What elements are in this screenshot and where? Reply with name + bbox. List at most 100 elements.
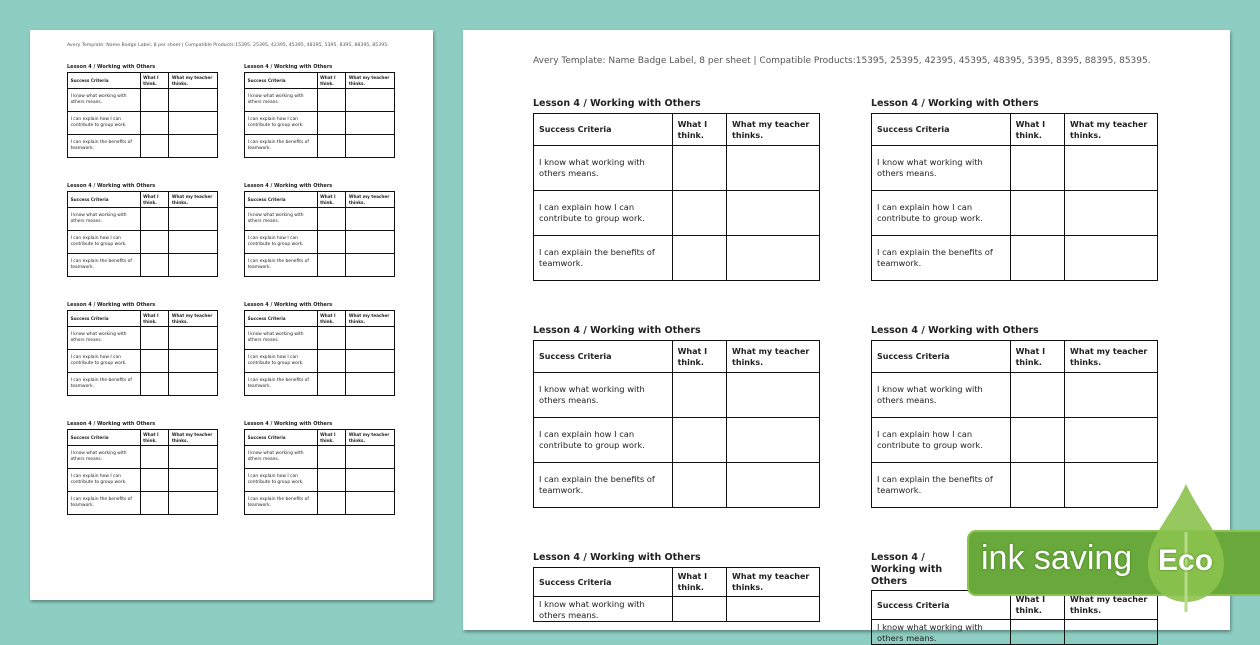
column-header: What I think. xyxy=(316,191,347,208)
criteria-cell: I know what working with others means. xyxy=(871,145,1011,191)
criteria-cell: I can explain the benefits of teamwork. xyxy=(244,253,318,277)
self-assessment-cell xyxy=(139,207,170,231)
table-header-row: Success Criteria What I think. What my tea… xyxy=(67,429,218,446)
column-header: Success Criteria xyxy=(871,113,1011,146)
self-assessment-cell xyxy=(316,134,347,158)
label-title: Lesson 4 / Working with Others xyxy=(67,183,156,189)
column-header: What I think. xyxy=(316,310,347,327)
label-title: Lesson 4 / Working with Others xyxy=(533,552,701,563)
table-row: I know what working with others means. xyxy=(244,207,395,231)
criteria-table: Success Criteria What I think. What my tea… xyxy=(67,191,218,277)
self-assessment-cell xyxy=(1009,619,1066,645)
criteria-cell: I know what working with others means. xyxy=(533,372,673,418)
table-row: I can explain the benefits of teamwork. xyxy=(244,372,395,396)
label-title: Lesson 4 / Working with Others xyxy=(244,302,333,308)
table-header-row: Success Criteria What I think. What my tea… xyxy=(244,310,395,327)
teacher-assessment-cell xyxy=(345,134,395,158)
criteria-cell: I know what working with others means. xyxy=(533,596,673,622)
column-header: Success Criteria xyxy=(871,340,1011,373)
teacher-assessment-cell xyxy=(345,111,395,135)
table-row: I can explain the benefits of teamwork. xyxy=(67,491,218,515)
table-row: I can explain the benefits of teamwork. xyxy=(244,134,395,158)
criteria-cell: I know what working with others means. xyxy=(244,326,318,350)
column-header: What I think. xyxy=(316,72,347,89)
table-header-row: Success Criteria What I think. What my tea… xyxy=(244,72,395,89)
page-thumbnail[interactable]: Avery Template: Name Badge Label, 8 per … xyxy=(30,30,433,600)
table-row: I can explain the benefits of teamwork. xyxy=(871,235,1158,281)
table-row: I know what working with others means. xyxy=(871,619,1158,645)
badge-label: Lesson 4 / Working with Others Success Cr… xyxy=(67,421,218,515)
label-title: Lesson 4 / Working with Others xyxy=(533,98,701,109)
badge-label: Lesson 4 / Working with Others Success Cr… xyxy=(244,183,395,277)
teacher-assessment-cell xyxy=(726,235,820,281)
criteria-cell: I can explain the benefits of teamwork. xyxy=(533,462,673,508)
column-header: Success Criteria xyxy=(244,191,318,208)
badge-label: Lesson 4 / Working with Others Success Cr… xyxy=(871,325,1158,508)
column-header: What my teacher thinks. xyxy=(168,191,218,208)
self-assessment-cell xyxy=(316,468,347,492)
label-title: Lesson 4 / Working with Others xyxy=(871,98,1039,109)
criteria-cell: I can explain the benefits of teamwork. xyxy=(67,253,141,277)
self-assessment-cell xyxy=(139,253,170,277)
criteria-cell: I know what working with others means. xyxy=(871,619,1011,645)
table-row: I can explain how I can contribute to gr… xyxy=(244,111,395,135)
criteria-cell: I know what working with others means. xyxy=(67,88,141,112)
badge-label: Lesson 4 / Working with Others Success Cr… xyxy=(533,552,820,622)
criteria-cell: I know what working with others means. xyxy=(533,145,673,191)
teacher-assessment-cell xyxy=(726,145,820,191)
criteria-table: Success Criteria What I think. What my tea… xyxy=(244,72,395,158)
teacher-assessment-cell xyxy=(345,349,395,373)
badge-label: Lesson 4 / Working with Others Success Cr… xyxy=(871,98,1158,281)
column-header: What I think. xyxy=(671,340,728,373)
template-header: Avery Template: Name Badge Label, 8 per … xyxy=(533,56,1151,66)
criteria-cell: I can explain how I can contribute to gr… xyxy=(244,468,318,492)
teacher-assessment-cell xyxy=(726,190,820,236)
teacher-assessment-cell xyxy=(1064,235,1158,281)
teacher-assessment-cell xyxy=(1064,417,1158,463)
badge-label: Lesson 4 / Working with Others Success Cr… xyxy=(533,325,820,508)
column-header: What my teacher thinks. xyxy=(168,72,218,89)
self-assessment-cell xyxy=(1009,462,1066,508)
column-header: What I think. xyxy=(139,429,170,446)
teacher-assessment-cell xyxy=(726,372,820,418)
label-title: Lesson 4 / Working with Others xyxy=(67,64,156,70)
label-title: Lesson 4 / Working with Others xyxy=(244,183,333,189)
column-header: What I think. xyxy=(671,567,728,597)
badge-label: Lesson 4 / Working with Others Success Cr… xyxy=(533,98,820,281)
self-assessment-cell xyxy=(671,596,728,622)
self-assessment-cell xyxy=(671,462,728,508)
table-header-row: Success Criteria What I think. What my tea… xyxy=(871,113,1158,146)
table-header-row: Success Criteria What I think. What my tea… xyxy=(871,340,1158,373)
criteria-cell: I can explain how I can contribute to gr… xyxy=(871,417,1011,463)
self-assessment-cell xyxy=(316,207,347,231)
self-assessment-cell xyxy=(316,372,347,396)
table-row: I can explain how I can contribute to gr… xyxy=(67,111,218,135)
criteria-cell: I can explain the benefits of teamwork. xyxy=(244,134,318,158)
column-header: Success Criteria xyxy=(67,429,141,446)
column-header: What my teacher thinks. xyxy=(1064,340,1158,373)
teacher-assessment-cell xyxy=(168,491,218,515)
teacher-assessment-cell xyxy=(345,468,395,492)
self-assessment-cell xyxy=(671,235,728,281)
self-assessment-cell xyxy=(139,491,170,515)
criteria-table: Success Criteria What I think. What my tea… xyxy=(533,567,820,622)
criteria-cell: I know what working with others means. xyxy=(871,372,1011,418)
criteria-table: Success Criteria What I think. What my tea… xyxy=(67,429,218,515)
criteria-cell: I can explain how I can contribute to gr… xyxy=(871,190,1011,236)
table-row: I know what working with others means. xyxy=(871,145,1158,191)
table-row: I can explain how I can contribute to gr… xyxy=(533,417,820,463)
table-row: I know what working with others means. xyxy=(533,145,820,191)
badge-label: Lesson 4 / Working with Others Success Cr… xyxy=(67,302,218,396)
table-header-row: Success Criteria What I think. What my tea… xyxy=(244,191,395,208)
criteria-cell: I can explain the benefits of teamwork. xyxy=(244,372,318,396)
table-row: I know what working with others means. xyxy=(871,372,1158,418)
criteria-cell: I can explain how I can contribute to gr… xyxy=(244,111,318,135)
leaf-drop-icon xyxy=(1148,484,1224,612)
teacher-assessment-cell xyxy=(345,326,395,350)
teacher-assessment-cell xyxy=(345,372,395,396)
teacher-assessment-cell xyxy=(726,462,820,508)
self-assessment-cell xyxy=(1009,145,1066,191)
column-header: Success Criteria xyxy=(244,72,318,89)
column-header: What I think. xyxy=(316,429,347,446)
label-title: Lesson 4 / Working with Others xyxy=(244,64,333,70)
